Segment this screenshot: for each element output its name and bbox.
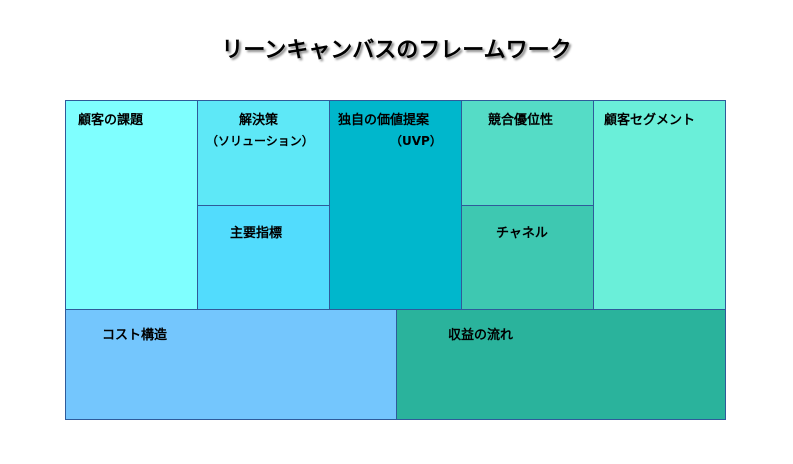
block-label: 主要指標 <box>230 226 283 241</box>
block-label: 顧客セグメント <box>604 113 696 128</box>
block-label: 独自の価値提案 <box>338 113 430 128</box>
block-solution: 解決策 （ソリューション） <box>197 100 330 206</box>
block-label: チャネル <box>496 226 548 241</box>
block-unfair-advantage: 競合優位性 <box>461 100 594 206</box>
block-sublabel: （ソリューション） <box>206 134 314 148</box>
page-title: リーンキャンバスのフレームワーク <box>221 38 572 63</box>
block-problem: 顧客の課題 <box>65 100 198 310</box>
block-sublabel: （UVP） <box>390 134 442 148</box>
block-label: 競合優位性 <box>488 113 554 128</box>
block-key-metrics: 主要指標 <box>197 205 330 310</box>
block-channels: チャネル <box>461 205 594 310</box>
block-uvp: 独自の価値提案 （UVP） <box>329 100 462 310</box>
block-label: 顧客の課題 <box>78 113 144 128</box>
block-label: 収益の流れ <box>448 328 514 343</box>
block-label: 解決策 <box>239 113 279 128</box>
block-cost-structure: コスト構造 <box>65 309 397 420</box>
block-label: コスト構造 <box>102 328 168 343</box>
block-customer-segments: 顧客セグメント <box>593 100 726 310</box>
block-revenue-streams: 収益の流れ <box>396 309 726 420</box>
